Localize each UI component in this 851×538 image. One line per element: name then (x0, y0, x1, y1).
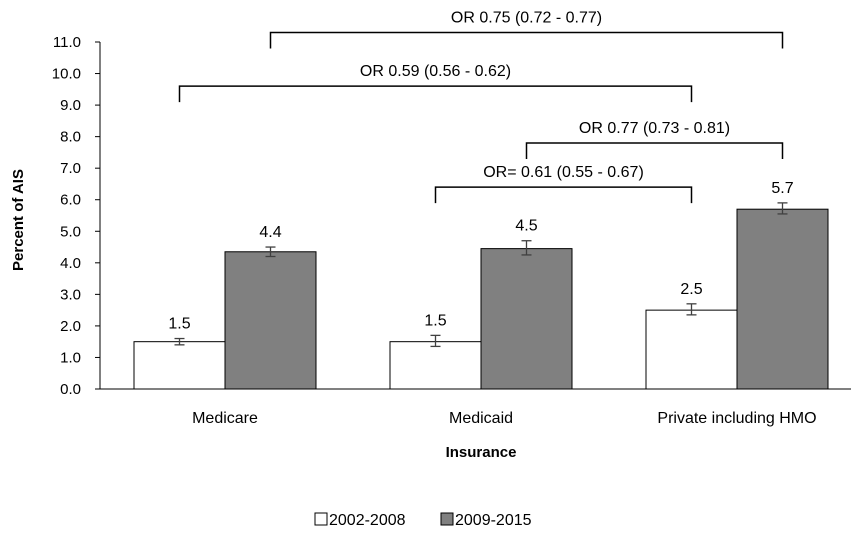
bar-2009-2015-medicaid (480, 248, 573, 390)
error-bar (686, 303, 697, 316)
y-tick-label: 0.0 (60, 381, 81, 398)
y-tick-label: 8.0 (60, 129, 81, 146)
bracket-label: OR 0.59 (0.56 - 0.62) (360, 63, 511, 80)
legend-label-2009-2015: 2009-2015 (455, 512, 532, 529)
bracket-line (178, 85, 693, 103)
error-bar (430, 334, 441, 348)
bracket-label: OR 0.75 (0.72 - 0.77) (451, 10, 602, 27)
data-label: 4.5 (515, 218, 537, 235)
data-label: 2.5 (680, 281, 702, 298)
bracket-label: OR= 0.61 (0.55 - 0.67) (483, 164, 644, 181)
axes (99, 42, 851, 390)
data-label: 1.5 (168, 316, 190, 333)
data-label: 5.7 (771, 180, 793, 197)
x-axis-title: Insurance (446, 444, 517, 461)
error-bar (521, 240, 532, 256)
legend-swatch-2009-2015 (440, 512, 454, 526)
bar-2009-2015-private-including-hmo (736, 208, 829, 390)
legend-item-2009-2015: 2009-2015 (440, 512, 532, 529)
y-tick-label: 11.0 (53, 34, 81, 51)
comparison-bracket: OR= 0.61 (0.55 - 0.67) (434, 164, 693, 204)
bar-2002-2008-medicare (133, 341, 226, 390)
y-tick-label: 9.0 (60, 97, 81, 114)
y-tick-label: 5.0 (60, 223, 81, 240)
y-tick-label: 1.0 (60, 349, 81, 366)
bar-2002-2008-medicaid (389, 341, 482, 390)
comparison-brackets: OR 0.75 (0.72 - 0.77) OR 0.59 (0.56 - 0.6… (178, 10, 784, 204)
data-label: 4.4 (259, 224, 281, 241)
legend-swatch-2002-2008 (314, 512, 328, 526)
error-bar (265, 246, 276, 258)
y-tick-label: 6.0 (60, 192, 81, 209)
bar-2002-2008-private-including-hmo (645, 309, 738, 390)
y-tick-label: 10.0 (52, 66, 81, 83)
category-label: Medicaid (449, 410, 513, 427)
y-axis-title: Percent of AIS (10, 169, 27, 271)
comparison-bracket: OR 0.75 (0.72 - 0.77) (269, 10, 784, 49)
error-bars (174, 202, 788, 348)
comparison-bracket: OR 0.59 (0.56 - 0.62) (178, 63, 693, 103)
bars (133, 208, 829, 390)
bracket-label: OR 0.77 (0.73 - 0.81) (579, 120, 730, 137)
legend-item-2002-2008: 2002-2008 (314, 512, 406, 529)
legend: 2002-2008 2009-2015 (314, 512, 532, 529)
error-bar (777, 202, 788, 215)
y-tick-label: 4.0 (60, 255, 81, 272)
y-tick-label: 3.0 (60, 286, 81, 303)
legend-label-2002-2008: 2002-2008 (329, 512, 406, 529)
data-labels: 1.5 1.5 2.5 4.4 4.5 5.7 (168, 180, 793, 333)
bracket-line (525, 142, 784, 159)
y-axis-ticks: 0.0 1.0 2.0 3.0 4.0 5.0 6.0 7.0 8.0 9.0 10.0 11.0 (52, 34, 100, 398)
y-tick-label: 7.0 (60, 160, 81, 177)
category-label: Medicare (192, 410, 258, 427)
data-label: 1.5 (424, 312, 446, 329)
bracket-line (434, 186, 693, 204)
category-labels: Medicare Medicaid Private including HMO (192, 410, 816, 427)
y-tick-label: 2.0 (60, 318, 81, 335)
comparison-bracket: OR 0.77 (0.73 - 0.81) (525, 120, 784, 159)
bar-2009-2015-medicare (224, 251, 317, 390)
category-label: Private including HMO (657, 410, 816, 427)
error-bar (174, 337, 185, 346)
bracket-line (269, 31, 784, 49)
